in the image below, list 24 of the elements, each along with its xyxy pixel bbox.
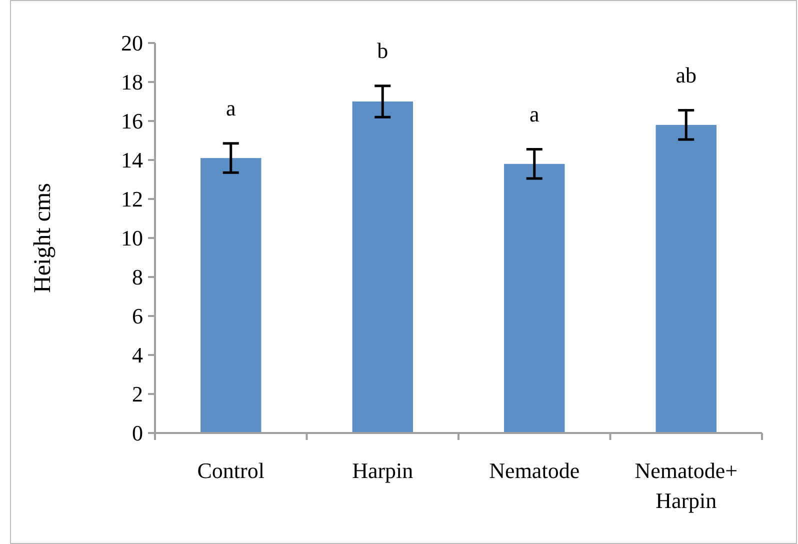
y-tick-label: 4 bbox=[132, 342, 143, 368]
bar bbox=[504, 164, 565, 433]
x-tick-label: Nematode+ Harpin bbox=[634, 458, 738, 513]
x-tick-label: Harpin bbox=[352, 458, 414, 483]
y-tick-label: 8 bbox=[132, 264, 143, 290]
annotation: a bbox=[529, 101, 540, 126]
bar bbox=[352, 102, 413, 433]
x-tick-label: Control bbox=[197, 458, 264, 483]
y-tick-label: 2 bbox=[132, 382, 143, 407]
x-tick-label: Nematode bbox=[489, 458, 580, 483]
bar bbox=[200, 158, 262, 433]
bar bbox=[656, 124, 716, 433]
y-tick-label: 16 bbox=[121, 108, 143, 134]
y-tick-label: 18 bbox=[121, 70, 143, 95]
y-tick-label: 6 bbox=[132, 304, 143, 329]
annotation: ab bbox=[676, 62, 697, 88]
y-tick-label: 10 bbox=[121, 226, 143, 251]
y-tick-label: 14 bbox=[121, 148, 143, 173]
annotation: a bbox=[226, 95, 236, 120]
annotation: b bbox=[377, 38, 388, 63]
y-axis-title: Height cms bbox=[30, 183, 56, 293]
y-tick-label: 0 bbox=[132, 420, 143, 446]
y-tick-label: 12 bbox=[121, 186, 143, 212]
y-tick-label: 20 bbox=[121, 30, 143, 56]
